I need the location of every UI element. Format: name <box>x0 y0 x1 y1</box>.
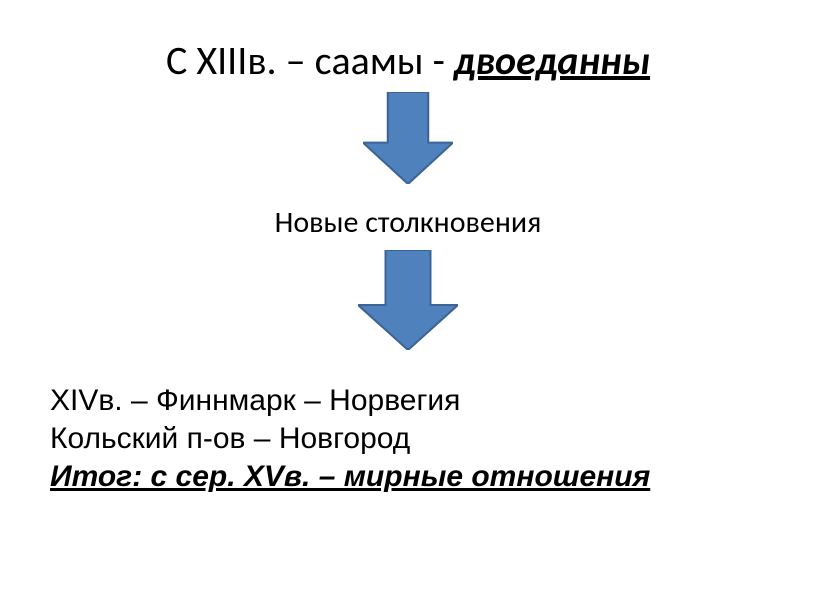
down-arrow-1 <box>363 92 453 184</box>
slide-title: С XIIIв. – саамы - двоеданны <box>0 36 816 85</box>
bottom-line-2: Кольский п-ов – Новгород <box>50 420 766 458</box>
bottom-text-block: XIVв. – Финнмарк – Норвегия Кольский п-о… <box>50 382 766 496</box>
bottom-result: Итог: с сер. XVв. – мирные отношения <box>50 458 766 496</box>
bottom-line-1: XIVв. – Финнмарк – Норвегия <box>50 382 766 420</box>
down-arrow-2 <box>358 250 458 350</box>
title-emphasis: двоеданны <box>454 36 650 85</box>
middle-text: Новые столкновения <box>0 204 816 241</box>
title-prefix: С XIIIв. – саамы - <box>166 36 454 85</box>
